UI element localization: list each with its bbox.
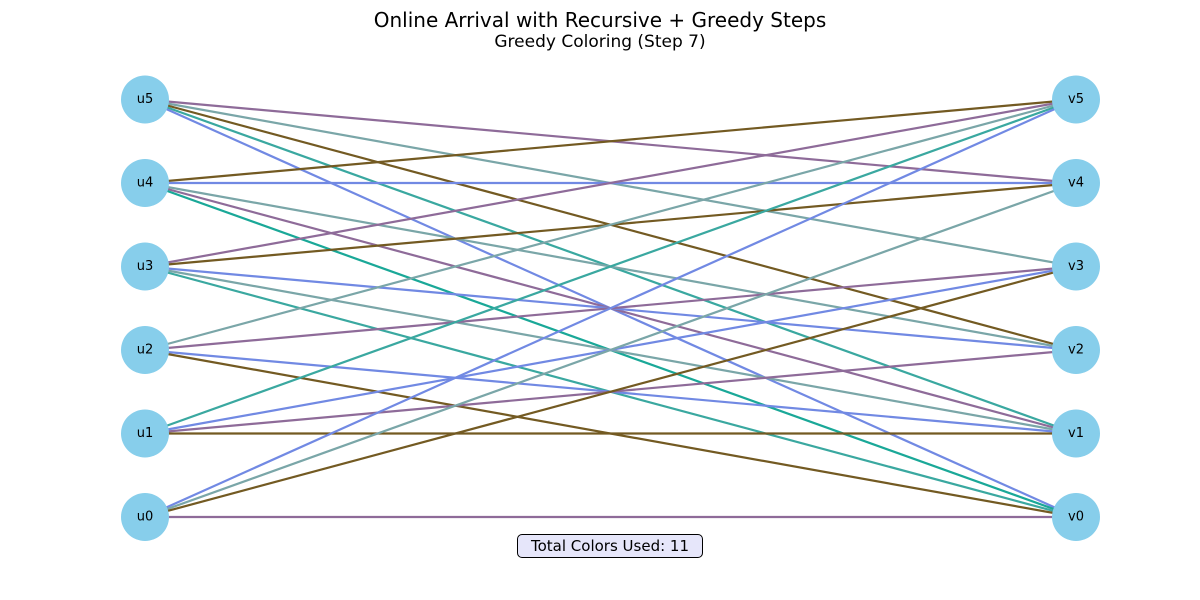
edge-layer [144, 98, 1077, 519]
node-label: u4 [137, 176, 154, 191]
chart-subtitle: Greedy Coloring (Step 7) [494, 32, 706, 52]
edge-u3-v5 [144, 98, 1077, 268]
node-u5: u5 [121, 75, 169, 124]
node-label: v2 [1068, 343, 1084, 358]
node-v1: v1 [1052, 409, 1100, 458]
node-label: u2 [137, 343, 154, 358]
node-circle [1052, 242, 1100, 291]
edge-u0-v3 [144, 265, 1077, 519]
node-v4: v4 [1052, 159, 1100, 207]
edge-u4-v5 [144, 98, 1077, 185]
node-label: v1 [1068, 426, 1084, 441]
node-circle [121, 242, 169, 291]
node-circle [1052, 493, 1100, 541]
chart-title: Online Arrival with Recursive + Greedy S… [373, 8, 827, 32]
node-v0: v0 [1052, 493, 1100, 541]
node-circle [121, 75, 169, 124]
node-label: v0 [1068, 510, 1084, 525]
node-circle [121, 159, 169, 207]
node-u2: u2 [121, 326, 169, 374]
node-layer: u0 u1 u2 u3 u4 u5 v0 v1 v2 v3 v4 v5 [121, 75, 1100, 541]
node-circle [121, 409, 169, 458]
node-circle [1052, 409, 1100, 458]
node-label: u0 [137, 510, 154, 525]
node-label: v3 [1068, 259, 1084, 274]
node-u3: u3 [121, 242, 169, 291]
edge-u0-v4 [144, 181, 1077, 519]
node-u4: u4 [121, 159, 169, 207]
total-colors-status: Total Colors Used: 11 [517, 534, 703, 558]
edge-u1-v5 [144, 98, 1077, 435]
node-u0: u0 [121, 493, 169, 541]
node-circle [121, 493, 169, 541]
edge-u0-v5 [144, 98, 1077, 519]
node-label: v4 [1068, 176, 1084, 191]
node-circle [1052, 159, 1100, 207]
node-v5: v5 [1052, 75, 1100, 124]
edge-u2-v5 [144, 98, 1077, 352]
node-label: u3 [137, 259, 154, 274]
node-circle [1052, 75, 1100, 124]
node-circle [121, 326, 169, 374]
node-label: u5 [137, 92, 154, 107]
node-label: v5 [1068, 92, 1084, 107]
node-v2: v2 [1052, 326, 1100, 374]
node-v3: v3 [1052, 242, 1100, 291]
node-circle [1052, 326, 1100, 374]
node-label: u1 [137, 426, 154, 441]
node-u1: u1 [121, 409, 169, 458]
